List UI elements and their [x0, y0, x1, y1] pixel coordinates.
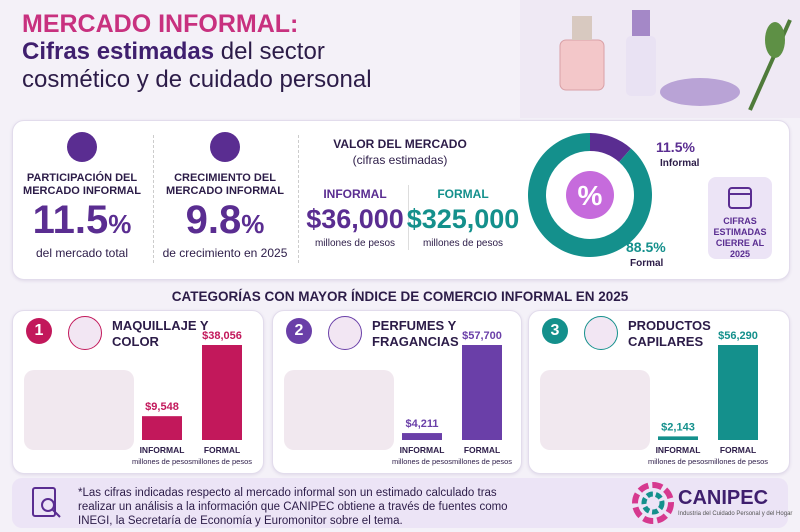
- category-number: 1: [26, 318, 52, 344]
- bar-note: millones de pesos: [708, 457, 768, 466]
- subtitle-rest: del sector cosmético y de cuidado person…: [22, 38, 372, 93]
- summary-panel: [12, 120, 790, 280]
- kpi-caption: del mercado total: [35, 246, 129, 260]
- donut-category-label: Informal: [660, 158, 700, 169]
- search-icon: [32, 487, 61, 518]
- kpi-number: 9.8: [185, 198, 242, 242]
- donut-category-label: Formal: [630, 258, 664, 269]
- bar-note: millones de pesos: [192, 457, 252, 466]
- product-illustration: [284, 370, 394, 450]
- kpi-value: 11.5%: [17, 198, 147, 243]
- kpi-caption: de crecimiento en 2025: [162, 246, 288, 260]
- logo-name: CANIPEC: [678, 487, 769, 509]
- formal-value: $325,000: [406, 204, 520, 234]
- divider: [153, 135, 154, 263]
- bar-value-label: $4,211: [405, 418, 438, 430]
- kpi-number: 11.5: [32, 198, 109, 242]
- market-title: VALOR DEL MERCADO: [333, 137, 467, 151]
- formal-unit: millones de pesos: [422, 238, 504, 249]
- kpi-icon: [67, 132, 97, 162]
- bar: [142, 416, 182, 440]
- divider: [298, 135, 299, 263]
- bar-category-label: INFORMAL: [656, 445, 701, 455]
- donut-center: [566, 171, 614, 219]
- category-icon: [584, 316, 618, 350]
- market-subtitle: (cifras estimadas): [352, 153, 448, 167]
- bar-note: millones de pesos: [132, 457, 192, 466]
- formal-label: FORMAL: [437, 187, 489, 201]
- bar: [658, 436, 698, 440]
- donut-center-label: %: [578, 180, 603, 211]
- bar-category-label: FORMAL: [720, 445, 756, 455]
- logo-tagline: Industria del Cuidado Personal y del Hog…: [678, 511, 793, 517]
- bar-category-label: FORMAL: [464, 445, 500, 455]
- bar: [202, 345, 242, 440]
- category-title: MAQUILLAJE Y COLOR: [112, 318, 209, 349]
- bar-value-label: $57,700: [462, 330, 502, 342]
- informal-value: $36,000: [306, 204, 404, 234]
- kpi-unit: %: [108, 209, 132, 239]
- bar-note: millones de pesos: [648, 457, 708, 466]
- category-icon: [68, 316, 102, 350]
- kpi-unit: %: [241, 209, 265, 239]
- bar-note: millones de pesos: [452, 457, 512, 466]
- footnote: *Las cifras indicadas respecto al mercad…: [78, 487, 508, 527]
- divider: [408, 185, 409, 250]
- donut-value-label: 11.5%: [656, 139, 695, 155]
- informal-unit: millones de pesos: [314, 238, 396, 249]
- subtitle: Cifras estimadas del sector cosmético y …: [22, 38, 422, 94]
- kpi-value: 9.8%: [160, 198, 290, 243]
- badge: [708, 177, 772, 259]
- category-number: 3: [542, 318, 568, 344]
- informal-label: INFORMAL: [323, 187, 387, 201]
- bar: [462, 345, 502, 440]
- badge-text: CIFRAS ESTIMADAS CIERRE AL 2025: [713, 216, 767, 259]
- category-title: PRODUCTOS CAPILARES: [628, 318, 711, 349]
- bar-value-label: $2,143: [661, 421, 695, 433]
- category-title: PERFUMES Y FRAGANCIAS: [372, 318, 459, 349]
- bar-category-label: FORMAL: [204, 445, 240, 455]
- bar-value-label: $38,056: [202, 330, 242, 342]
- category-number: 2: [286, 318, 312, 344]
- kpi-icon: [210, 132, 240, 162]
- product-image: [520, 0, 800, 118]
- bar: [402, 433, 442, 440]
- categories-title: CATEGORÍAS CON MAYOR ÍNDICE DE COMERCIO …: [171, 289, 629, 304]
- calendar-icon: [728, 187, 752, 209]
- product-illustration: [24, 370, 134, 450]
- bar-category-label: INFORMAL: [140, 445, 185, 455]
- bar: [718, 345, 758, 440]
- donut-value-label: 88.5%: [626, 239, 666, 255]
- bar-note: millones de pesos: [392, 457, 452, 466]
- product-illustration: [540, 370, 650, 450]
- bar-category-label: INFORMAL: [400, 445, 445, 455]
- subtitle-bold: Cifras estimadas: [22, 38, 215, 65]
- title: MERCADO INFORMAL:: [22, 10, 299, 38]
- bar-value-label: $9,548: [145, 401, 179, 413]
- logo-mark: [632, 482, 674, 524]
- category-icon: [328, 316, 362, 350]
- bar-value-label: $56,290: [718, 330, 758, 342]
- kpi-label: CRECIMIENTO DEL MERCADO INFORMAL: [166, 172, 284, 197]
- donut-slice: [590, 133, 632, 162]
- kpi-label: PARTICIPACIÓN DEL MERCADO INFORMAL: [23, 172, 141, 197]
